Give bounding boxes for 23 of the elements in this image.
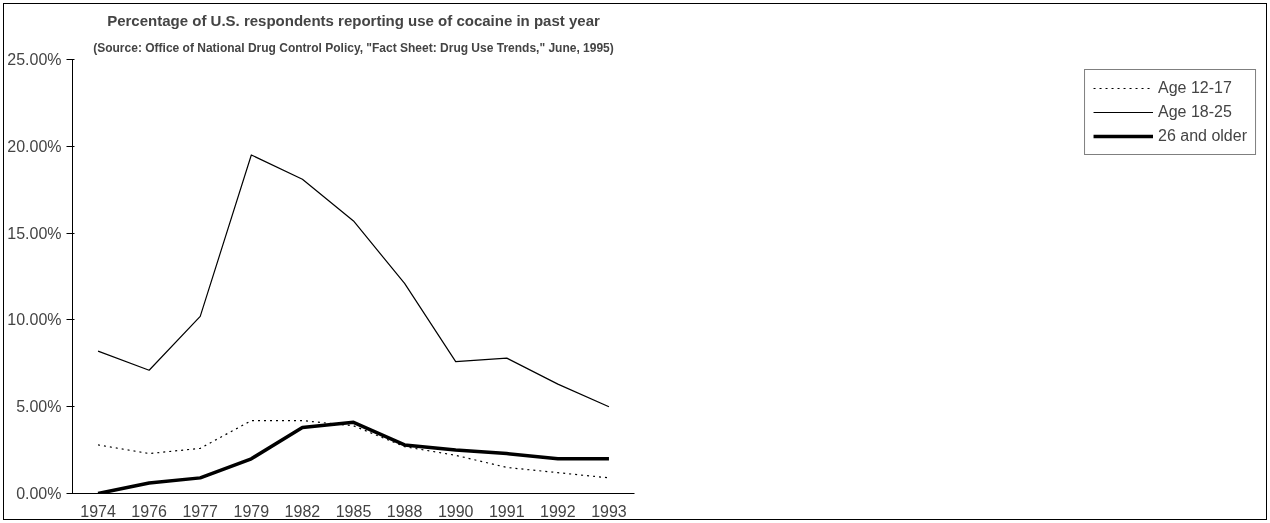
x-tick-label: 1991 bbox=[488, 502, 525, 520]
x-tick-label: 1985 bbox=[335, 502, 372, 520]
x-tick-label: 1974 bbox=[80, 502, 116, 520]
x-tick-label: 1976 bbox=[131, 502, 168, 520]
y-tick-label: 25.00% bbox=[7, 51, 62, 68]
legend-label: 26 and older bbox=[1158, 127, 1247, 145]
x-tick-label: 1979 bbox=[233, 502, 270, 520]
y-tick-label: 10.00% bbox=[7, 311, 62, 329]
x-tick-label: 1990 bbox=[437, 502, 474, 520]
x-tick-label: 1982 bbox=[284, 502, 321, 520]
line-series bbox=[97, 154, 610, 408]
y-tick-label: 5.00% bbox=[16, 398, 62, 416]
x-tick-label: 1993 bbox=[591, 502, 627, 520]
chart-subtitle: (Source: Office of National Drug Control Policy, "Fact Sheet: Drug Use Trends," June, 1995) bbox=[93, 40, 614, 55]
chart-title: Percentage of U.S. respondents reporting use of cocaine in past year bbox=[107, 11, 600, 29]
x-tick-label: 1988 bbox=[386, 502, 423, 520]
legend-label: Age 18-25 bbox=[1158, 103, 1232, 121]
x-tick-label: 1977 bbox=[182, 502, 219, 520]
y-tick-label: 20.00% bbox=[7, 137, 62, 155]
y-tick-label: 0.00% bbox=[16, 485, 62, 502]
y-tick-label: 15.00% bbox=[7, 224, 62, 242]
x-tick-label: 1992 bbox=[540, 502, 576, 520]
legend-label: Age 12-17 bbox=[1158, 79, 1232, 97]
